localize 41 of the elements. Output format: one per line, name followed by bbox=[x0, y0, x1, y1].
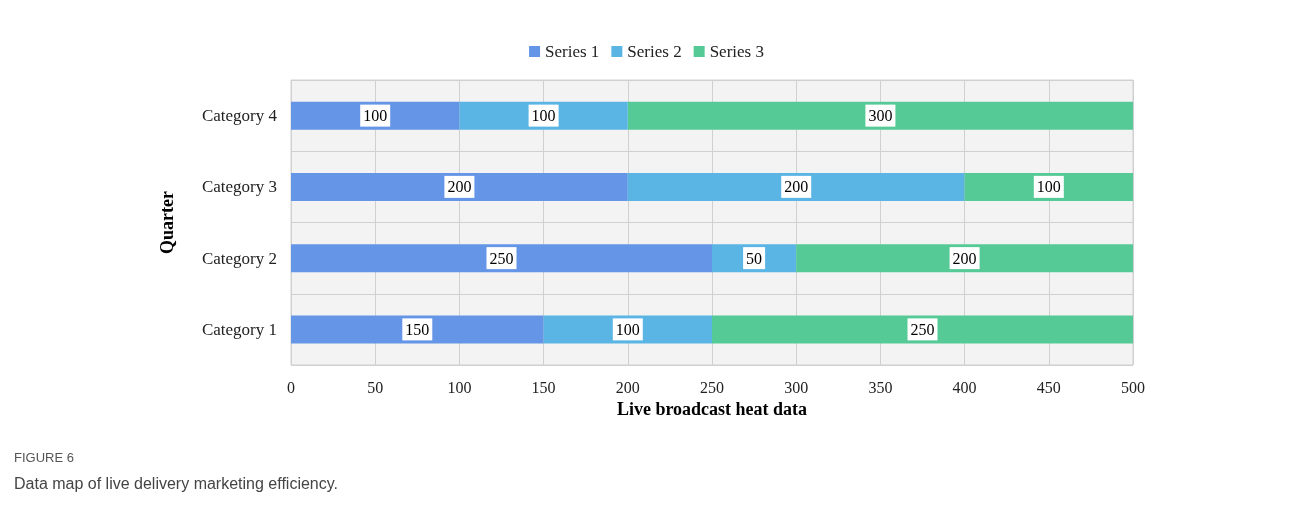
x-tick-label: 300 bbox=[784, 378, 809, 396]
x-tick-label: 50 bbox=[367, 378, 384, 396]
data-label: 250 bbox=[910, 320, 935, 338]
x-tick-label: 350 bbox=[868, 378, 893, 396]
x-tick-label: 250 bbox=[700, 378, 724, 396]
y-tick-label: Category 4 bbox=[201, 106, 278, 126]
x-tick-label: 0 bbox=[287, 378, 295, 396]
legend-label: Series 2 bbox=[627, 42, 682, 61]
bar bbox=[291, 244, 712, 273]
bar bbox=[712, 315, 1133, 344]
data-label: 200 bbox=[784, 178, 809, 196]
bar bbox=[627, 101, 1133, 130]
x-tick-label: 100 bbox=[447, 378, 472, 396]
data-label: 200 bbox=[952, 249, 977, 267]
bar bbox=[627, 172, 965, 201]
legend-label: Series 1 bbox=[545, 42, 600, 61]
x-tick-label: 150 bbox=[531, 378, 556, 396]
data-label: 250 bbox=[489, 249, 514, 267]
data-label: 150 bbox=[405, 320, 430, 338]
legend-label: Series 3 bbox=[709, 42, 764, 61]
y-axis-title: Quarter bbox=[157, 191, 177, 254]
bar bbox=[796, 244, 1133, 273]
data-label: 100 bbox=[363, 107, 388, 125]
caption: FIGURE 6 bbox=[14, 450, 74, 465]
x-tick-label: 450 bbox=[1036, 378, 1061, 396]
x-tick-label: 200 bbox=[615, 378, 640, 396]
data-label: 100 bbox=[615, 320, 640, 338]
x-tick-label: 400 bbox=[952, 378, 977, 396]
y-tick-label: Category 2 bbox=[201, 248, 277, 268]
y-tick-label: Category 3 bbox=[201, 177, 277, 197]
x-tick-label: 500 bbox=[1121, 378, 1145, 396]
bar bbox=[291, 315, 544, 344]
bar bbox=[291, 172, 628, 201]
text: Data map of live delivery marketing efficiency. bbox=[14, 474, 338, 492]
x-axis-title: Live broadcast heat data bbox=[616, 398, 808, 419]
data-label: 200 bbox=[447, 178, 472, 196]
data-label: 50 bbox=[746, 249, 763, 267]
data-label: 100 bbox=[531, 107, 556, 125]
y-tick-label: Category 1 bbox=[201, 319, 277, 339]
data-label: 300 bbox=[868, 107, 893, 125]
data-label: 100 bbox=[1036, 178, 1061, 196]
